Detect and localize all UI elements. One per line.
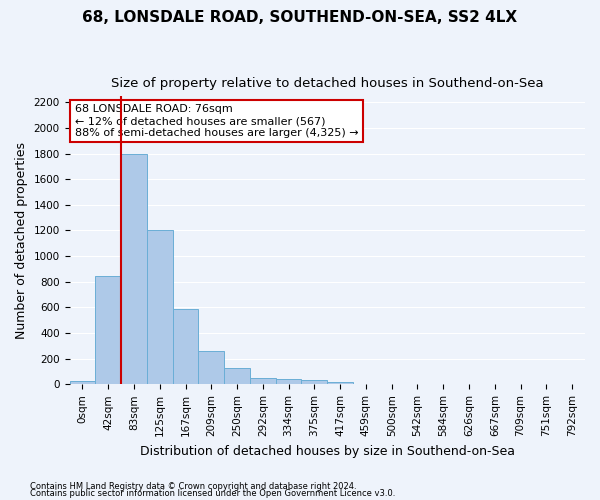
Text: 68 LONSDALE ROAD: 76sqm
← 12% of detached houses are smaller (567)
88% of semi-d: 68 LONSDALE ROAD: 76sqm ← 12% of detache… <box>74 104 358 138</box>
X-axis label: Distribution of detached houses by size in Southend-on-Sea: Distribution of detached houses by size … <box>140 444 515 458</box>
Text: 68, LONSDALE ROAD, SOUTHEND-ON-SEA, SS2 4LX: 68, LONSDALE ROAD, SOUTHEND-ON-SEA, SS2 … <box>82 10 518 25</box>
Text: Contains public sector information licensed under the Open Government Licence v3: Contains public sector information licen… <box>30 490 395 498</box>
Y-axis label: Number of detached properties: Number of detached properties <box>15 142 28 338</box>
Bar <box>121 154 147 384</box>
Title: Size of property relative to detached houses in Southend-on-Sea: Size of property relative to detached ho… <box>111 78 544 90</box>
Bar <box>327 382 353 384</box>
Text: Contains HM Land Registry data © Crown copyright and database right 2024.: Contains HM Land Registry data © Crown c… <box>30 482 356 491</box>
Bar <box>224 368 250 384</box>
Bar <box>70 381 95 384</box>
Bar <box>147 230 173 384</box>
Bar <box>301 380 327 384</box>
Bar <box>95 276 121 384</box>
Bar <box>199 351 224 384</box>
Bar <box>173 308 199 384</box>
Bar <box>276 378 301 384</box>
Bar <box>250 378 276 384</box>
